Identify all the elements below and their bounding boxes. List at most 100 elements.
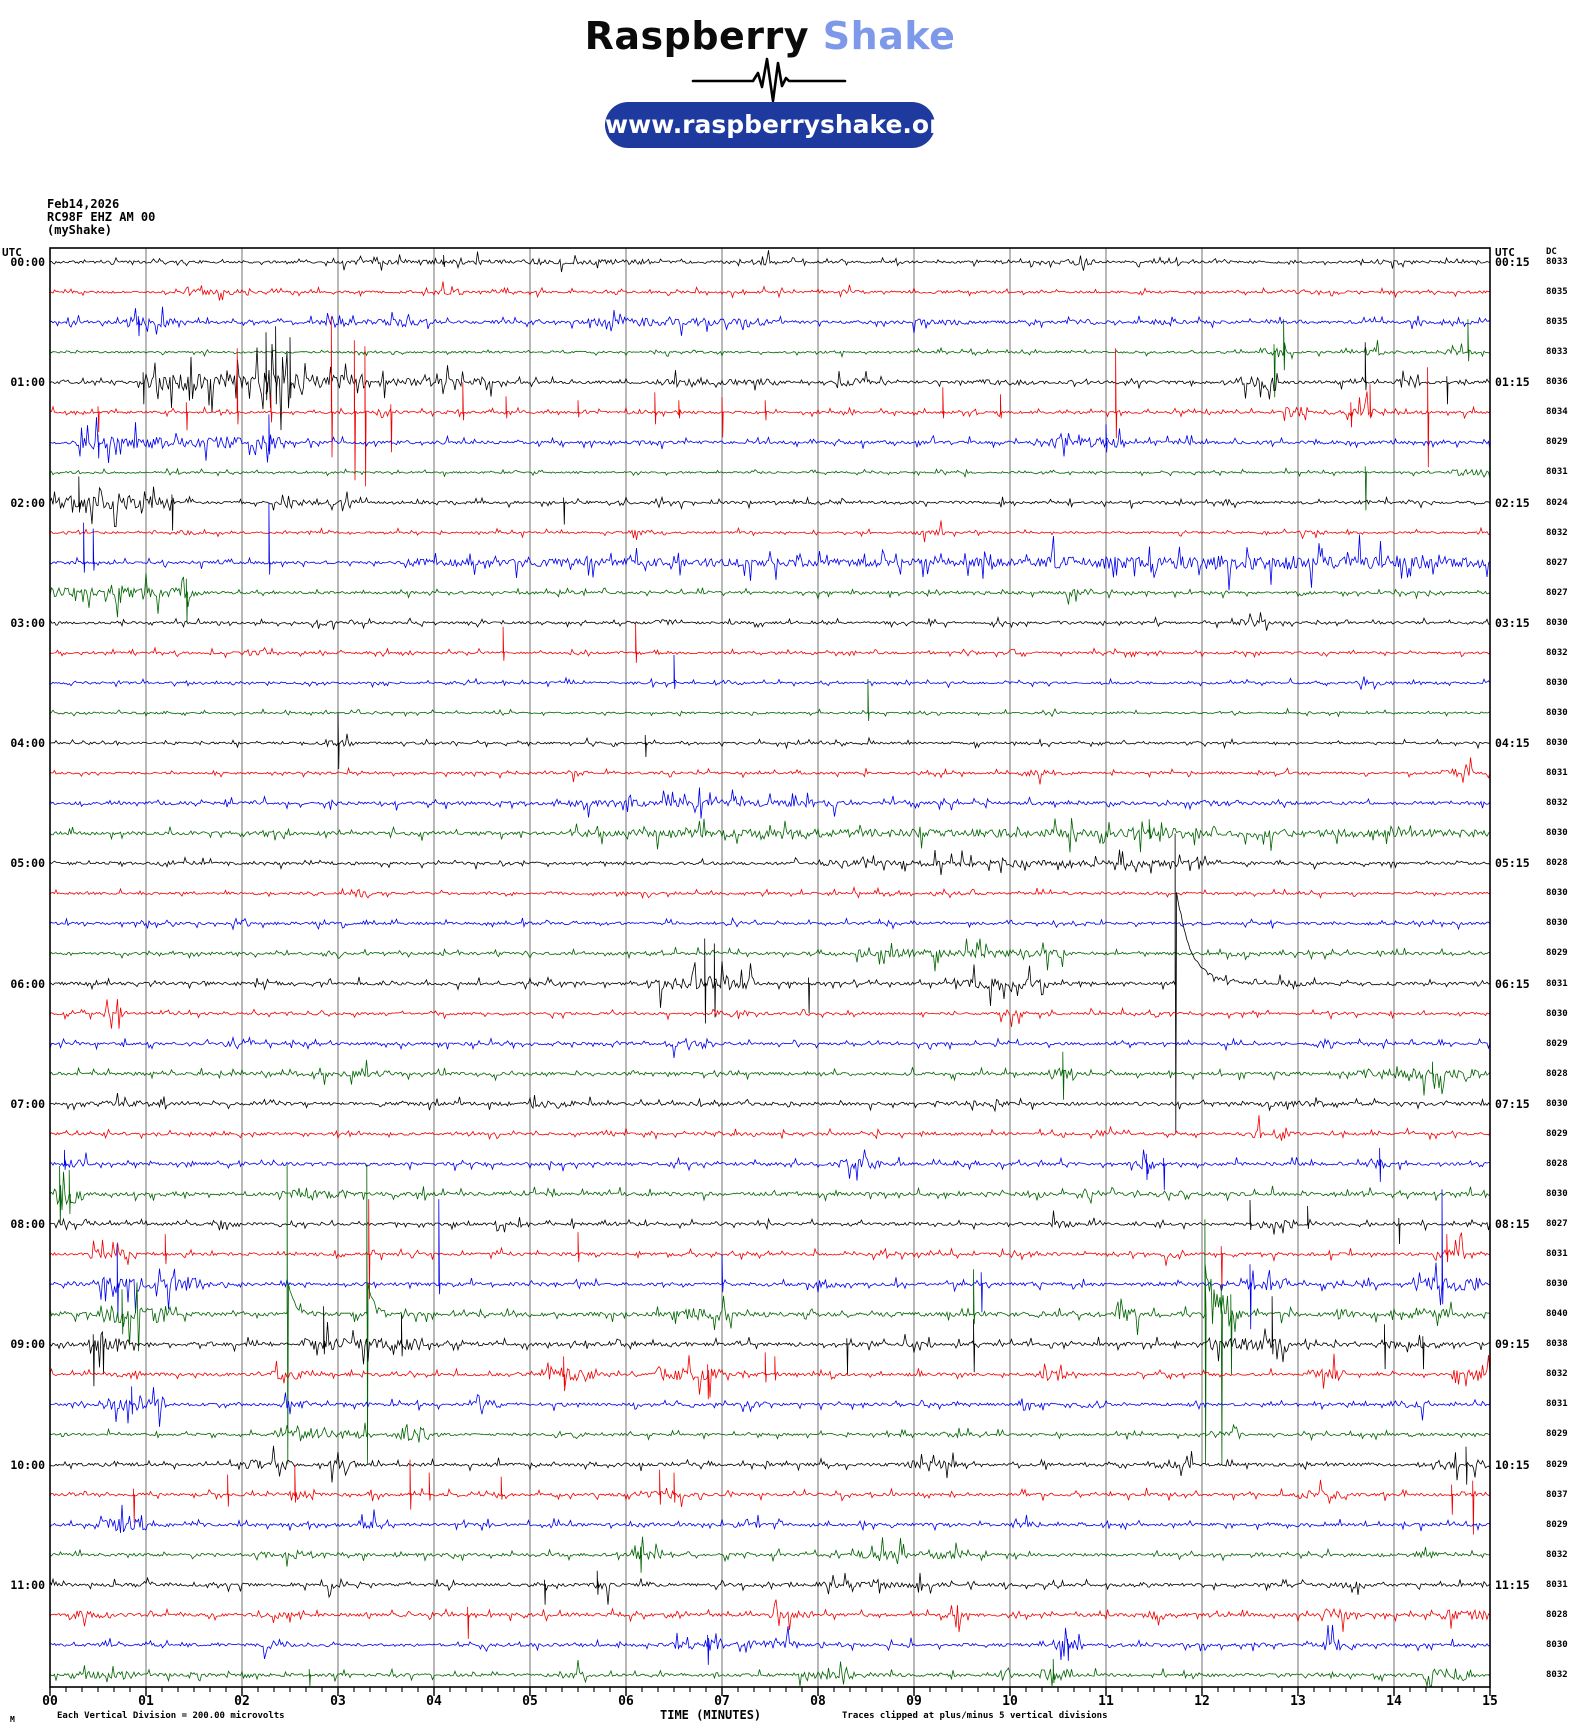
dc-value: 8030 (1546, 738, 1568, 749)
trace-row-red-13 (49, 622, 1491, 663)
trace-row-green-43 (50, 1536, 1491, 1573)
dc-value: 8029 (1546, 948, 1568, 959)
x-tick-label: 03 (330, 1694, 346, 1709)
left-time-label: 07:00 (10, 1096, 45, 1111)
trace-row-green-27 (49, 1051, 1491, 1100)
dc-value: 8028 (1546, 1158, 1568, 1169)
dc-value: 8029 (1546, 1128, 1568, 1139)
trace-row-red-1 (49, 281, 1491, 301)
station-network: (myShake) (47, 223, 113, 237)
dc-value: 8028 (1546, 1609, 1568, 1620)
dc-value: 8032 (1546, 1549, 1568, 1560)
left-time-label: 02:00 (10, 495, 45, 510)
dc-header: DC (1546, 247, 1557, 257)
x-tick-label: 13 (1290, 1694, 1306, 1709)
trace-row-green-19 (49, 818, 1491, 853)
x-tick-label: 08 (810, 1694, 826, 1709)
trace-row-07:00 (49, 1093, 1491, 1113)
dc-value: 8029 (1546, 1459, 1568, 1470)
axis-ticks (49, 1687, 1491, 1696)
station-date: Feb14,2026 (47, 197, 120, 211)
trace-row-01:00 (49, 326, 1491, 431)
left-time-label: 04:00 (10, 736, 45, 751)
left-time-label: 03:00 (10, 615, 45, 630)
dc-value: 8027 (1546, 1219, 1568, 1230)
trace-row-green-23 (49, 938, 1491, 972)
dc-value: 8029 (1546, 1038, 1568, 1049)
trace-row-green-31 (49, 1165, 1491, 1225)
dc-value: 8033 (1546, 257, 1568, 267)
right-time-label: 06:15 (1495, 976, 1530, 991)
dc-value: 8029 (1546, 1519, 1568, 1530)
left-time-label: 01:00 (10, 375, 45, 390)
seismic-traces (49, 250, 1491, 1687)
right-time-label: 08:15 (1495, 1217, 1530, 1232)
trace-row-03:00 (49, 612, 1491, 631)
trace-row-blue-2 (49, 306, 1491, 337)
left-time-label: 00:00 (10, 255, 45, 269)
trace-row-blue-10 (49, 502, 1491, 591)
trace-row-green-7 (49, 466, 1491, 511)
dc-value: 8031 (1546, 1249, 1568, 1260)
dc-value: 8031 (1546, 1399, 1568, 1410)
trace-row-00:00 (49, 250, 1491, 273)
dc-value: 8030 (1546, 1098, 1568, 1109)
dc-value: 8028 (1546, 1068, 1568, 1079)
dc-value: 8034 (1546, 407, 1568, 418)
dc-value: 8032 (1546, 527, 1568, 538)
dc-value: 8030 (1546, 677, 1568, 688)
left-time-label: 10:00 (10, 1457, 45, 1472)
right-time-label: 01:15 (1495, 375, 1530, 390)
dc-value: 8031 (1546, 467, 1568, 478)
left-time-label: 08:00 (10, 1217, 45, 1232)
trace-row-green-11 (49, 573, 1491, 623)
scale-mark: M (10, 1715, 15, 1724)
right-time-label: 10:15 (1495, 1457, 1530, 1472)
logo: Raspberry Shake (0, 14, 1540, 58)
left-time-label: 11:00 (10, 1577, 45, 1592)
left-time-label: 09:00 (10, 1337, 45, 1352)
dc-value: 8037 (1546, 1489, 1568, 1500)
dc-value: 8029 (1546, 1429, 1568, 1440)
trace-row-02:00 (49, 476, 1491, 531)
right-time-label: 02:15 (1495, 495, 1530, 510)
dc-value: 8027 (1546, 587, 1568, 598)
trace-row-red-9 (49, 520, 1491, 543)
dc-value: 8030 (1546, 1639, 1568, 1650)
dc-value: 8033 (1546, 347, 1568, 358)
dc-value: 8035 (1546, 287, 1568, 298)
trace-row-06:00 (49, 833, 1491, 1134)
dc-value: 8032 (1546, 1670, 1568, 1680)
trace-row-green-39 (49, 1422, 1491, 1443)
right-time-label: 09:15 (1495, 1337, 1530, 1352)
logo-raspberry: Raspberry (584, 14, 810, 58)
url-pill[interactable]: www.raspberryshake.org (605, 102, 959, 148)
x-tick-label: 06 (618, 1694, 634, 1709)
time-axis-label: TIME (MINUTES) (660, 1708, 762, 1722)
dc-value: 8032 (1546, 647, 1568, 658)
dc-value: 8028 (1546, 858, 1568, 869)
right-time-label: 04:15 (1495, 736, 1530, 751)
trace-row-05:00 (49, 849, 1491, 875)
trace-row-blue-34 (49, 1189, 1491, 1330)
trace-row-green-35 (49, 1164, 1491, 1465)
dc-value: 8032 (1546, 1369, 1568, 1380)
trace-row-red-33 (49, 1199, 1491, 1300)
dc-value: 8031 (1546, 978, 1568, 989)
trace-row-blue-6 (49, 414, 1491, 464)
trace-row-green-3 (49, 319, 1491, 398)
trace-row-blue-22 (49, 916, 1491, 931)
x-tick-label: 09 (906, 1694, 922, 1709)
trace-row-blue-38 (49, 1386, 1491, 1427)
x-tick-label: 12 (1194, 1694, 1210, 1709)
trace-row-green-15 (49, 678, 1491, 722)
station-id: RC98F EHZ AM 00 (47, 210, 156, 224)
dc-value: 8029 (1546, 437, 1568, 448)
dc-value: 8035 (1546, 317, 1568, 328)
utc-left-header: UTC (2, 246, 22, 259)
trace-row-green-47 (49, 1658, 1491, 1687)
x-tick-label: 11 (1098, 1694, 1114, 1709)
right-time-label: 11:15 (1495, 1577, 1530, 1592)
